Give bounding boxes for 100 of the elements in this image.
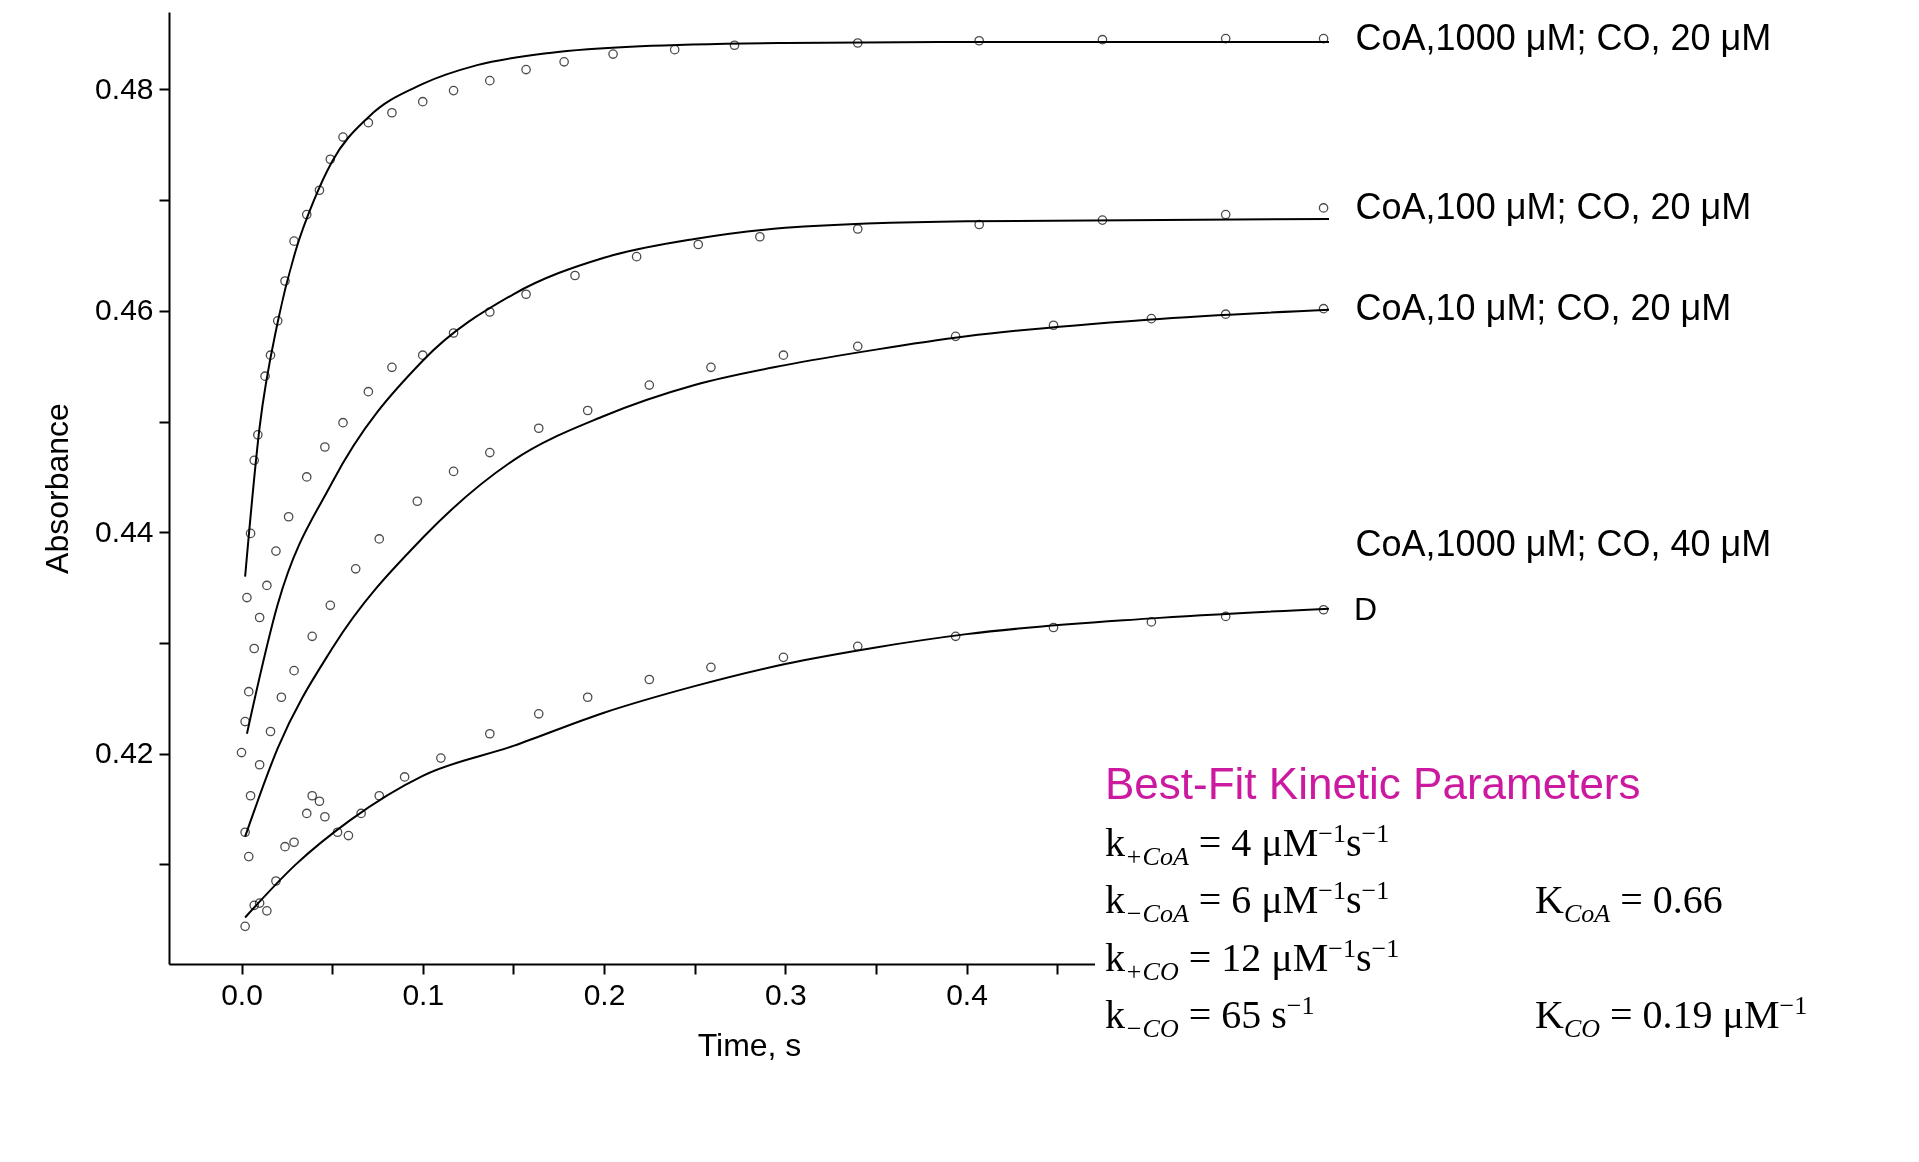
point — [363, 117, 374, 128]
point — [265, 350, 276, 360]
point — [272, 316, 283, 326]
point — [950, 631, 961, 642]
point — [484, 447, 495, 458]
point — [242, 592, 252, 603]
point — [484, 728, 495, 739]
point — [307, 790, 318, 801]
y-tick-label: 0.46 — [95, 293, 154, 327]
point — [1220, 611, 1231, 622]
point — [374, 790, 385, 801]
text: K$_{CO}$ = 0.19 μM$^{−1}$ — [1535, 990, 1809, 1045]
point — [974, 35, 985, 46]
point — [706, 662, 716, 673]
point — [243, 686, 254, 697]
point — [289, 236, 299, 246]
y-tick-label: 0.44 — [95, 514, 154, 548]
point — [245, 528, 256, 539]
point — [1220, 33, 1231, 44]
y-axis-title: Absorbance — [39, 403, 76, 574]
point — [631, 251, 642, 262]
point — [582, 405, 593, 416]
point — [271, 546, 281, 556]
point — [325, 154, 336, 165]
point — [417, 96, 428, 107]
point — [706, 362, 716, 373]
point — [852, 641, 863, 652]
point — [412, 496, 423, 507]
point — [314, 796, 325, 807]
point — [417, 350, 428, 360]
series-label: CoA,1000 μM; CO, 20 μM — [1355, 16, 1772, 58]
point — [387, 107, 397, 118]
point — [729, 40, 740, 51]
point — [249, 455, 260, 466]
point — [1220, 209, 1231, 220]
point — [608, 49, 618, 59]
point — [262, 580, 272, 591]
point — [254, 612, 265, 623]
point — [1146, 617, 1157, 627]
point — [249, 900, 260, 911]
point — [448, 85, 459, 96]
point — [521, 64, 531, 75]
point — [289, 665, 299, 676]
x-tick-label: 0.0 — [221, 977, 263, 1011]
x-tick-label: 0.1 — [402, 977, 445, 1011]
point — [570, 270, 580, 281]
point — [245, 790, 256, 801]
point — [325, 600, 336, 611]
point — [693, 239, 704, 250]
point — [254, 898, 265, 908]
point — [332, 827, 343, 838]
point — [1220, 309, 1231, 320]
point — [240, 921, 250, 932]
point — [852, 341, 863, 352]
point — [249, 643, 260, 654]
x-axis-title: Time, s — [697, 1026, 802, 1063]
point — [448, 328, 459, 338]
point — [533, 709, 544, 719]
point — [338, 132, 348, 142]
point — [240, 827, 250, 838]
annotation: k$_{+CoA}$ = 4 μM$^{−1}$s$^{−1}$ — [1105, 819, 1391, 873]
x-tick-label: 0.3 — [764, 977, 807, 1011]
point — [644, 380, 655, 390]
point — [778, 350, 789, 360]
y-tick-label: 0.48 — [95, 71, 154, 105]
point — [1097, 34, 1108, 45]
text: K$_{CoA}$ = 0.66 — [1535, 876, 1724, 930]
point — [240, 716, 250, 727]
point — [320, 811, 330, 822]
point — [1318, 203, 1329, 213]
y-tick-label: 0.42 — [95, 736, 154, 770]
point — [276, 692, 287, 703]
point — [283, 511, 294, 522]
point — [265, 726, 276, 737]
annotation: k$_{+CO}$ = 12 μM$^{−1}$s$^{−1}$ — [1105, 933, 1401, 987]
point — [343, 830, 354, 841]
point — [289, 837, 299, 848]
point — [436, 753, 446, 763]
point — [1048, 622, 1059, 633]
point — [448, 466, 459, 477]
x-tick-label: 0.4 — [946, 977, 988, 1011]
point — [1048, 320, 1059, 331]
point — [363, 386, 374, 397]
point — [254, 759, 265, 770]
x-tick-label: 0.2 — [583, 977, 626, 1011]
point — [320, 442, 330, 452]
point — [852, 224, 863, 234]
point — [755, 231, 765, 242]
point — [280, 276, 290, 286]
point — [484, 307, 495, 317]
point — [644, 674, 655, 685]
point — [374, 534, 385, 544]
point — [974, 219, 985, 230]
point — [262, 906, 272, 916]
point — [260, 371, 270, 382]
point — [252, 430, 263, 440]
annotation: D — [1354, 590, 1378, 627]
point — [301, 808, 312, 819]
point — [387, 362, 397, 373]
point — [307, 631, 318, 642]
